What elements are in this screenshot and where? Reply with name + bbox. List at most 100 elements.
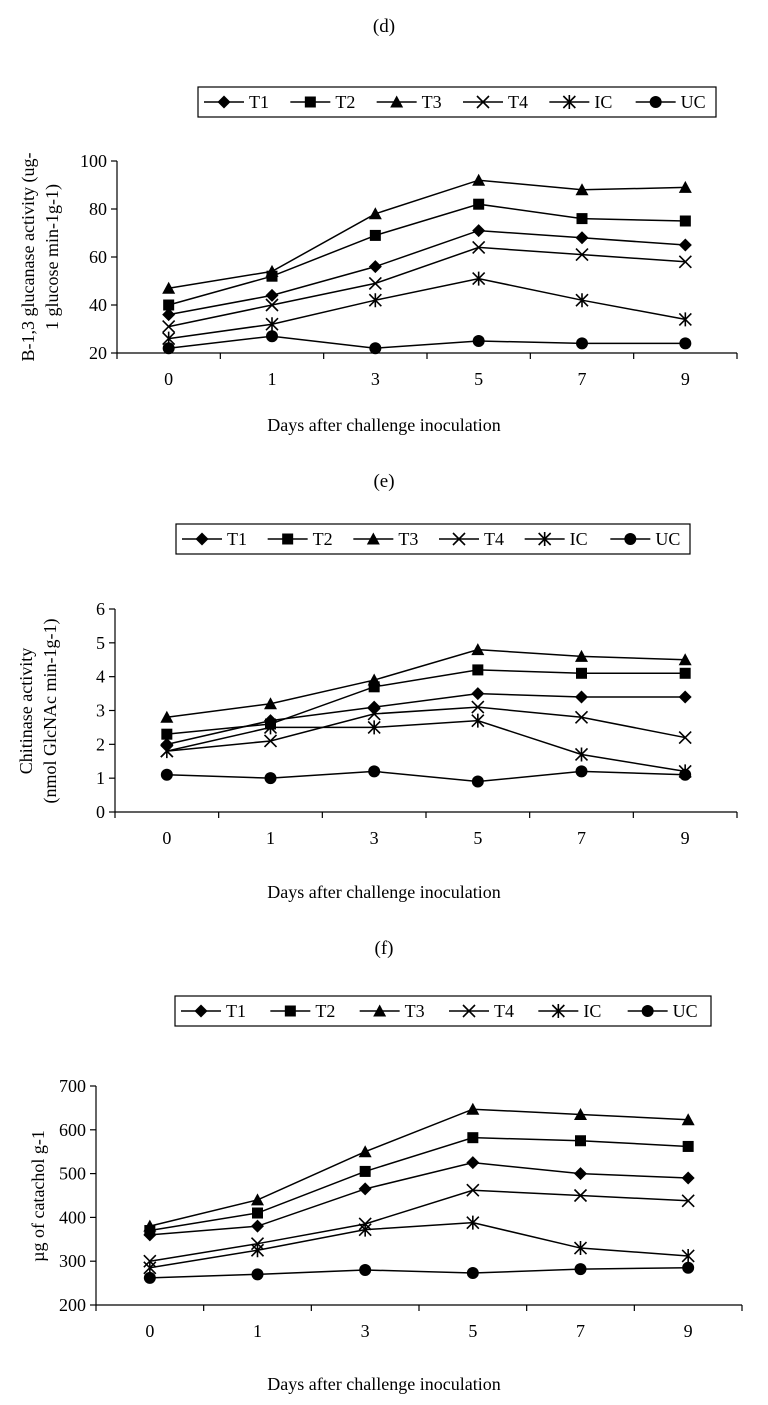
series-UC	[162, 330, 692, 355]
x-tick-label: 1	[266, 828, 275, 848]
x-tick-label: 0	[162, 828, 171, 848]
data-point	[681, 1171, 695, 1185]
legend-label: T3	[398, 529, 418, 549]
data-point	[678, 312, 692, 327]
data-point	[367, 673, 381, 686]
x-axis-title: Days after challenge inoculation	[267, 415, 500, 435]
data-point	[265, 288, 279, 302]
data-point	[368, 293, 382, 308]
data-point	[358, 1222, 372, 1237]
legend-marker-icon	[304, 96, 316, 108]
legend-marker-icon	[390, 95, 404, 108]
legend-label: T1	[249, 92, 269, 112]
y-tick-label: 80	[89, 199, 107, 219]
data-point	[575, 765, 588, 778]
legend-item: T2	[270, 1001, 335, 1021]
data-point	[575, 248, 589, 262]
legend-box	[174, 995, 712, 1027]
series-line	[166, 669, 686, 735]
data-point	[576, 667, 587, 679]
data-point	[679, 337, 692, 350]
chart-panel-0: (d) T1 T2 T3 T4 IC UC 20 40 60 80 100 0 1 3 5 7 9 Days aft…	[18, 16, 738, 435]
legend-item: UC	[635, 92, 706, 112]
data-point	[163, 299, 175, 311]
series-line	[149, 1267, 689, 1279]
series-T1	[143, 1156, 695, 1242]
data-point	[473, 198, 485, 210]
chart-title: (f)	[375, 938, 394, 959]
series-T2	[144, 1132, 694, 1237]
data-point	[368, 765, 381, 778]
legend-item: T1	[181, 1001, 246, 1021]
data-point	[162, 308, 176, 322]
series-IC	[160, 713, 692, 779]
legend: T1 T2 T3 T4 IC UC	[174, 995, 712, 1027]
data-point	[265, 264, 279, 277]
data-point	[368, 681, 380, 693]
legend-marker-icon	[562, 95, 576, 109]
data-point	[265, 317, 279, 332]
legend-marker-icon	[282, 533, 294, 545]
series-line	[168, 277, 686, 340]
legend-label: T4	[508, 92, 528, 112]
legend-item: T2	[267, 529, 333, 549]
y-tick-label: 5	[96, 633, 105, 653]
series-line	[149, 1221, 689, 1269]
data-point	[466, 1102, 480, 1115]
y-axis-title: B-1,3 glucanase activity (ug-	[18, 153, 39, 362]
y-tick-label: 4	[96, 667, 105, 687]
y-tick-label: 200	[59, 1295, 86, 1315]
x-tick-label: 5	[474, 369, 483, 389]
y-tick-label: 1	[96, 768, 105, 788]
legend-marker-icon	[194, 1004, 208, 1018]
data-point	[472, 224, 486, 238]
series-line	[168, 229, 686, 316]
legend-label: T2	[313, 529, 333, 549]
series-T4	[160, 700, 692, 758]
x-tick-label: 5	[473, 828, 482, 848]
data-point	[471, 700, 485, 714]
legend: T1 T2 T3 T4 IC UC	[175, 523, 691, 555]
legend-item: T4	[449, 1001, 514, 1021]
data-point	[472, 271, 486, 286]
legend-label: UC	[673, 1001, 698, 1021]
data-point	[574, 1167, 587, 1181]
legend-marker-icon	[476, 95, 490, 109]
series-line	[149, 1136, 689, 1232]
data-point	[160, 768, 173, 781]
y-axis-title: Chitinase activity	[16, 648, 36, 774]
y-tick-label: 700	[59, 1076, 86, 1096]
data-point	[575, 231, 589, 245]
data-point	[681, 1113, 695, 1126]
legend-box	[197, 86, 717, 118]
y-tick-label: 0	[96, 802, 105, 822]
data-point	[162, 320, 176, 334]
series-T2	[163, 198, 691, 311]
legend-item: IC	[524, 529, 588, 549]
data-point	[263, 734, 278, 748]
chart-panel-2: (f) T1 T2 T3 T4 IC UC 200 300 400 500 600 700 0 1 3 5 7 9 D…	[28, 938, 743, 1394]
legend-marker-icon	[624, 533, 637, 545]
legend-item: T3	[359, 1001, 425, 1021]
x-tick-label: 9	[681, 828, 690, 848]
legend-item: T3	[376, 92, 442, 112]
data-point	[678, 690, 692, 704]
data-point	[369, 229, 381, 241]
series-T2	[161, 664, 691, 740]
x-tick-label: 0	[145, 1321, 154, 1341]
series-UC	[143, 1261, 695, 1284]
data-point	[471, 687, 485, 701]
data-point	[575, 1135, 586, 1147]
chart-title: (d)	[373, 16, 395, 37]
legend-item: IC	[549, 92, 612, 112]
data-point	[251, 1268, 264, 1281]
legend-item: T4	[463, 92, 528, 112]
legend-marker-icon	[195, 532, 209, 546]
data-point	[575, 649, 588, 662]
legend-box	[175, 523, 691, 555]
series-IC	[143, 1215, 695, 1275]
data-point	[358, 1182, 372, 1196]
legend-label: UC	[655, 529, 680, 549]
data-point	[678, 653, 692, 666]
